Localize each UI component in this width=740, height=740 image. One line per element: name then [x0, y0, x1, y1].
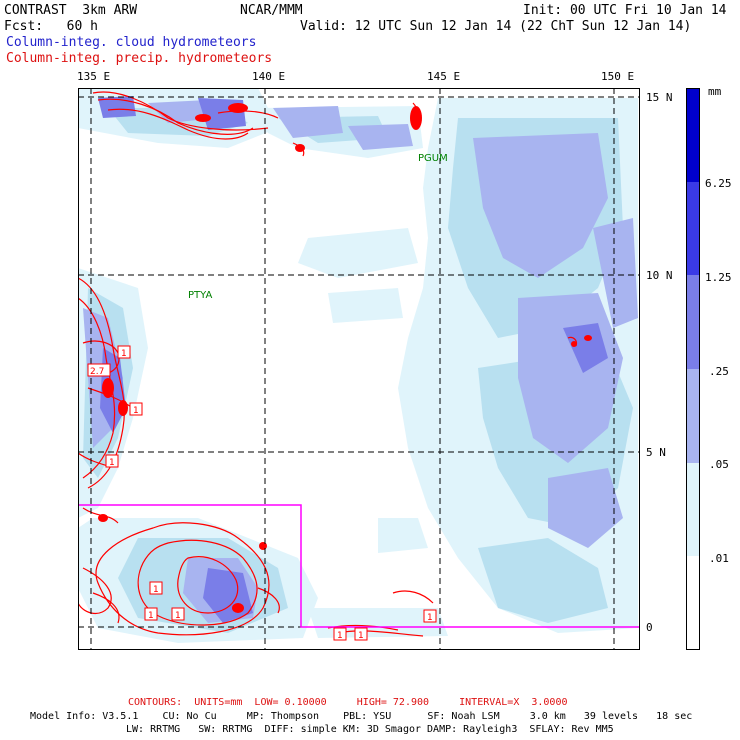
colorbar-units: mm: [708, 85, 722, 98]
contour-label: 2.7: [90, 367, 104, 377]
center-label: NCAR/MMM: [240, 3, 303, 18]
field-cloud-label: Column-integ. cloud hydrometeors: [6, 35, 257, 50]
lon-label-140: 140 E: [252, 70, 286, 83]
contour-label: 1: [337, 631, 343, 641]
contour-label: 1: [427, 613, 433, 623]
map-frame: [78, 88, 640, 650]
lat-label-10n: 10 N: [646, 269, 673, 282]
lat-label-0: 0: [646, 621, 653, 634]
valid-time: Valid: 12 UTC Sun 12 Jan 14 (22 ChT Sun …: [300, 19, 692, 34]
contour-label: 1: [175, 611, 181, 621]
lon-label-150: 150 E: [601, 70, 635, 83]
colorbar-tick-.25: .25: [709, 365, 729, 378]
station-pgum: PGUM: [418, 153, 448, 164]
lat-label-5n: 5 N: [646, 446, 666, 459]
field-precip-label: Column-integ. precip. hydrometeors: [6, 51, 273, 66]
colorbar-tick-.01: .01: [709, 552, 729, 565]
model-info: Model Info: V3.5.1 CU: No Cu MP: Thompso…: [30, 711, 693, 722]
contour-label: 1: [121, 349, 127, 359]
station-ptya: PTYA: [188, 290, 212, 301]
forecast-hour: Fcst: 60 h: [4, 19, 98, 34]
colorbar: [686, 88, 700, 650]
nest-domain-box: [78, 504, 640, 628]
lon-label-145: 145 E: [427, 70, 461, 83]
contours-info: CONTOURS: UNITS=mm LOW= 0.10000 HIGH= 72…: [128, 697, 568, 708]
precip-cores: [98, 103, 592, 613]
model-title: CONTRAST 3km ARW: [4, 3, 138, 18]
contour-label: 1: [133, 406, 139, 416]
map-panel: PGUM PTYA 1 2.7 1 1 1 1 1 1 1 1: [78, 88, 640, 650]
contour-label: 1: [148, 611, 154, 621]
colorbar-tick-.05: .05: [709, 458, 729, 471]
lon-label-135: 135 E: [77, 70, 111, 83]
colorbar-tick-6.25: 6.25: [705, 177, 732, 190]
colorbar-tick-1.25: 1.25: [705, 271, 732, 284]
contour-label: 1: [358, 631, 364, 641]
contour-value-labels: 1 2.7 1 1 1 1 1 1 1 1: [87, 345, 437, 641]
contour-label: 1: [153, 585, 159, 595]
init-time: Init: 00 UTC Fri 10 Jan 14: [523, 3, 727, 18]
contour-label: 1: [109, 458, 115, 468]
model-info-physics: LW: RRTMG SW: RRTMG DIFF: simple KM: 3D …: [126, 724, 614, 735]
lat-label-15n: 15 N: [646, 91, 673, 104]
